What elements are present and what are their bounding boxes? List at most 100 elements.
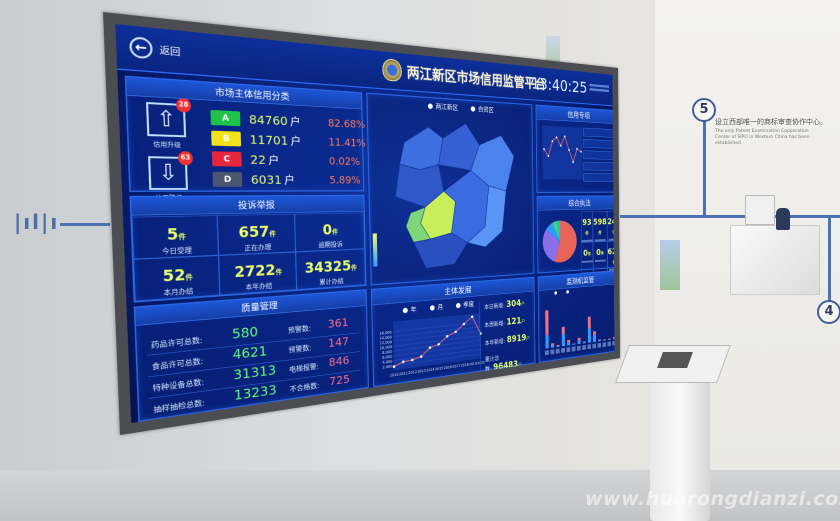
development-panel: 主体发展 年 月 季度 2,000 4,000 6,000 8,000 10,000 12… <box>370 276 536 388</box>
grade-badge: A <box>210 109 241 127</box>
grade-badge: D <box>212 171 243 187</box>
x-tick-label <box>555 348 560 354</box>
credit-upgrade-button[interactable]: ⇧ 28 <box>145 97 192 138</box>
development-line-chart: 2,0004,0006,0008,00010,00012,00014,00016… <box>379 308 485 378</box>
list-item[interactable] <box>583 161 615 171</box>
display-bezel: ← 返回 两江新区市场信用监管平台 13:40:25 市场主体信用分类 ⇧ 28 … <box>103 12 621 436</box>
poster-caption-cn: 设立西部唯一的商标审查协作中心。 <box>715 118 827 126</box>
title-text: 两江新区市场信用监管平台 <box>406 64 546 93</box>
grade-badge: C <box>211 151 242 167</box>
back-arrow-icon: ← <box>129 36 153 60</box>
bar-segment <box>612 336 615 339</box>
plot-area <box>542 125 583 180</box>
enforcement-stat: 0件 <box>581 241 594 274</box>
y-tick-label: 4,000 <box>382 360 392 366</box>
enforcement-pie-chart <box>542 220 577 263</box>
x-tick-label <box>587 344 591 350</box>
credit-downgrade-button[interactable]: ⇩ 63 <box>148 151 194 190</box>
enforcement-stat: 244件 <box>606 210 615 242</box>
x-tick-label: 2016 <box>444 365 452 370</box>
x-tick-label <box>602 342 607 348</box>
grade-percent: 11.41% <box>328 135 366 150</box>
enforcement-stat: 0件 <box>592 241 608 273</box>
y-tick-label: 2,000 <box>382 364 392 370</box>
list-item[interactable] <box>583 139 615 149</box>
bar-segment <box>593 334 596 343</box>
bar-segment <box>567 339 571 343</box>
wall-logo-icon: |ıl|ı <box>14 210 60 234</box>
y-tick-label: 14,000 <box>379 335 391 341</box>
x-tick-label <box>607 341 611 347</box>
block-illustration <box>660 240 680 290</box>
complaint-stat: 0件 逾期投诉 <box>294 212 365 252</box>
monitor-illustration <box>745 195 775 225</box>
x-tick-label <box>561 347 566 354</box>
monitoring-bar-chart <box>544 310 615 356</box>
map-region <box>399 126 444 170</box>
bar-segment <box>561 326 565 335</box>
arrow-down-icon: ⇩ <box>157 159 179 186</box>
x-tick-label <box>550 349 555 355</box>
monitoring-panel: 监测机监管 <box>537 270 615 363</box>
notification-badge: 63 <box>177 151 194 166</box>
bar-segment <box>561 333 565 347</box>
list-item[interactable] <box>583 127 615 138</box>
page-title: 两江新区市场信用监管平台 <box>382 58 546 93</box>
kiosk-stand <box>650 380 710 521</box>
person-illustration <box>776 208 790 230</box>
notification-badge: 28 <box>175 97 192 113</box>
x-tick-label <box>612 340 615 346</box>
police-badge-icon <box>382 58 402 82</box>
credit-grade-row: B 11701 户 11.41% <box>211 130 366 151</box>
x-tick-label: 2017 <box>452 364 460 369</box>
complaint-stat: 657件 正在办理 <box>217 213 296 256</box>
complaint-stat: 52件 本月办结 <box>133 255 221 302</box>
grade-percent: 5.89% <box>329 173 361 187</box>
grade-percent: 0.02% <box>328 154 361 168</box>
legend-item[interactable] <box>554 291 558 296</box>
complaint-stat: 5件 今日受理 <box>131 215 219 260</box>
timeline-connector <box>828 218 831 308</box>
grade-count: 6031 户 <box>250 172 295 187</box>
monitoring-legend <box>554 290 570 296</box>
list-item[interactable] <box>583 173 615 182</box>
timeline-line <box>620 215 840 218</box>
list-item[interactable] <box>583 150 615 160</box>
grade-count: 11701 户 <box>249 132 302 149</box>
panel-title: 综合执法 <box>537 196 615 211</box>
back-label: 返回 <box>159 43 181 58</box>
credit-grade-row: C 22 户 0.02% <box>211 151 361 169</box>
district-map[interactable] <box>368 107 534 285</box>
complaints-panel: 投诉举报 5件 今日受理 657件 正在办理 0件 逾期投诉 52件 本月办结 2722件 本年办… <box>129 194 367 303</box>
x-tick-label <box>597 342 602 348</box>
x-tick-label: 2020 <box>477 361 484 366</box>
bar-segment <box>567 342 571 346</box>
y-tick-label: 8,000 <box>382 350 392 356</box>
enforcement-stat: 93件 <box>580 211 593 243</box>
bar-segment <box>577 340 581 345</box>
bar-segment <box>545 310 549 336</box>
quality-panel: 质量管理 药品许可总数: 580 预警数: 361 食品许可总数: 4621 预警数: 147… <box>133 289 369 422</box>
timeline-step-5: 5 <box>692 98 716 122</box>
bar-segment <box>551 344 555 348</box>
bar-segment <box>587 328 591 343</box>
credit-grade-row: A 84760 户 82.68% <box>210 109 365 132</box>
y-tick-label: 6,000 <box>382 355 392 361</box>
bar-segment <box>593 331 596 336</box>
grade-percent: 82.68% <box>327 116 366 131</box>
credit-special-list <box>583 127 615 185</box>
panel-title: 监测机监管 <box>538 271 615 291</box>
x-tick-label: 2014 <box>426 368 435 373</box>
legend-item[interactable] <box>566 290 570 295</box>
date-text <box>589 82 610 94</box>
x-tick-label <box>582 344 586 351</box>
kiosk-screen[interactable] <box>657 352 693 368</box>
x-tick-label: 2012 <box>408 370 417 375</box>
bar-segment <box>545 334 549 349</box>
grade-count: 22 户 <box>250 152 280 168</box>
map-panel: 两江新区 自贸区 <box>366 92 535 286</box>
enforcement-stat: 598件 <box>592 211 608 242</box>
back-button[interactable]: ← 返回 <box>129 36 181 61</box>
